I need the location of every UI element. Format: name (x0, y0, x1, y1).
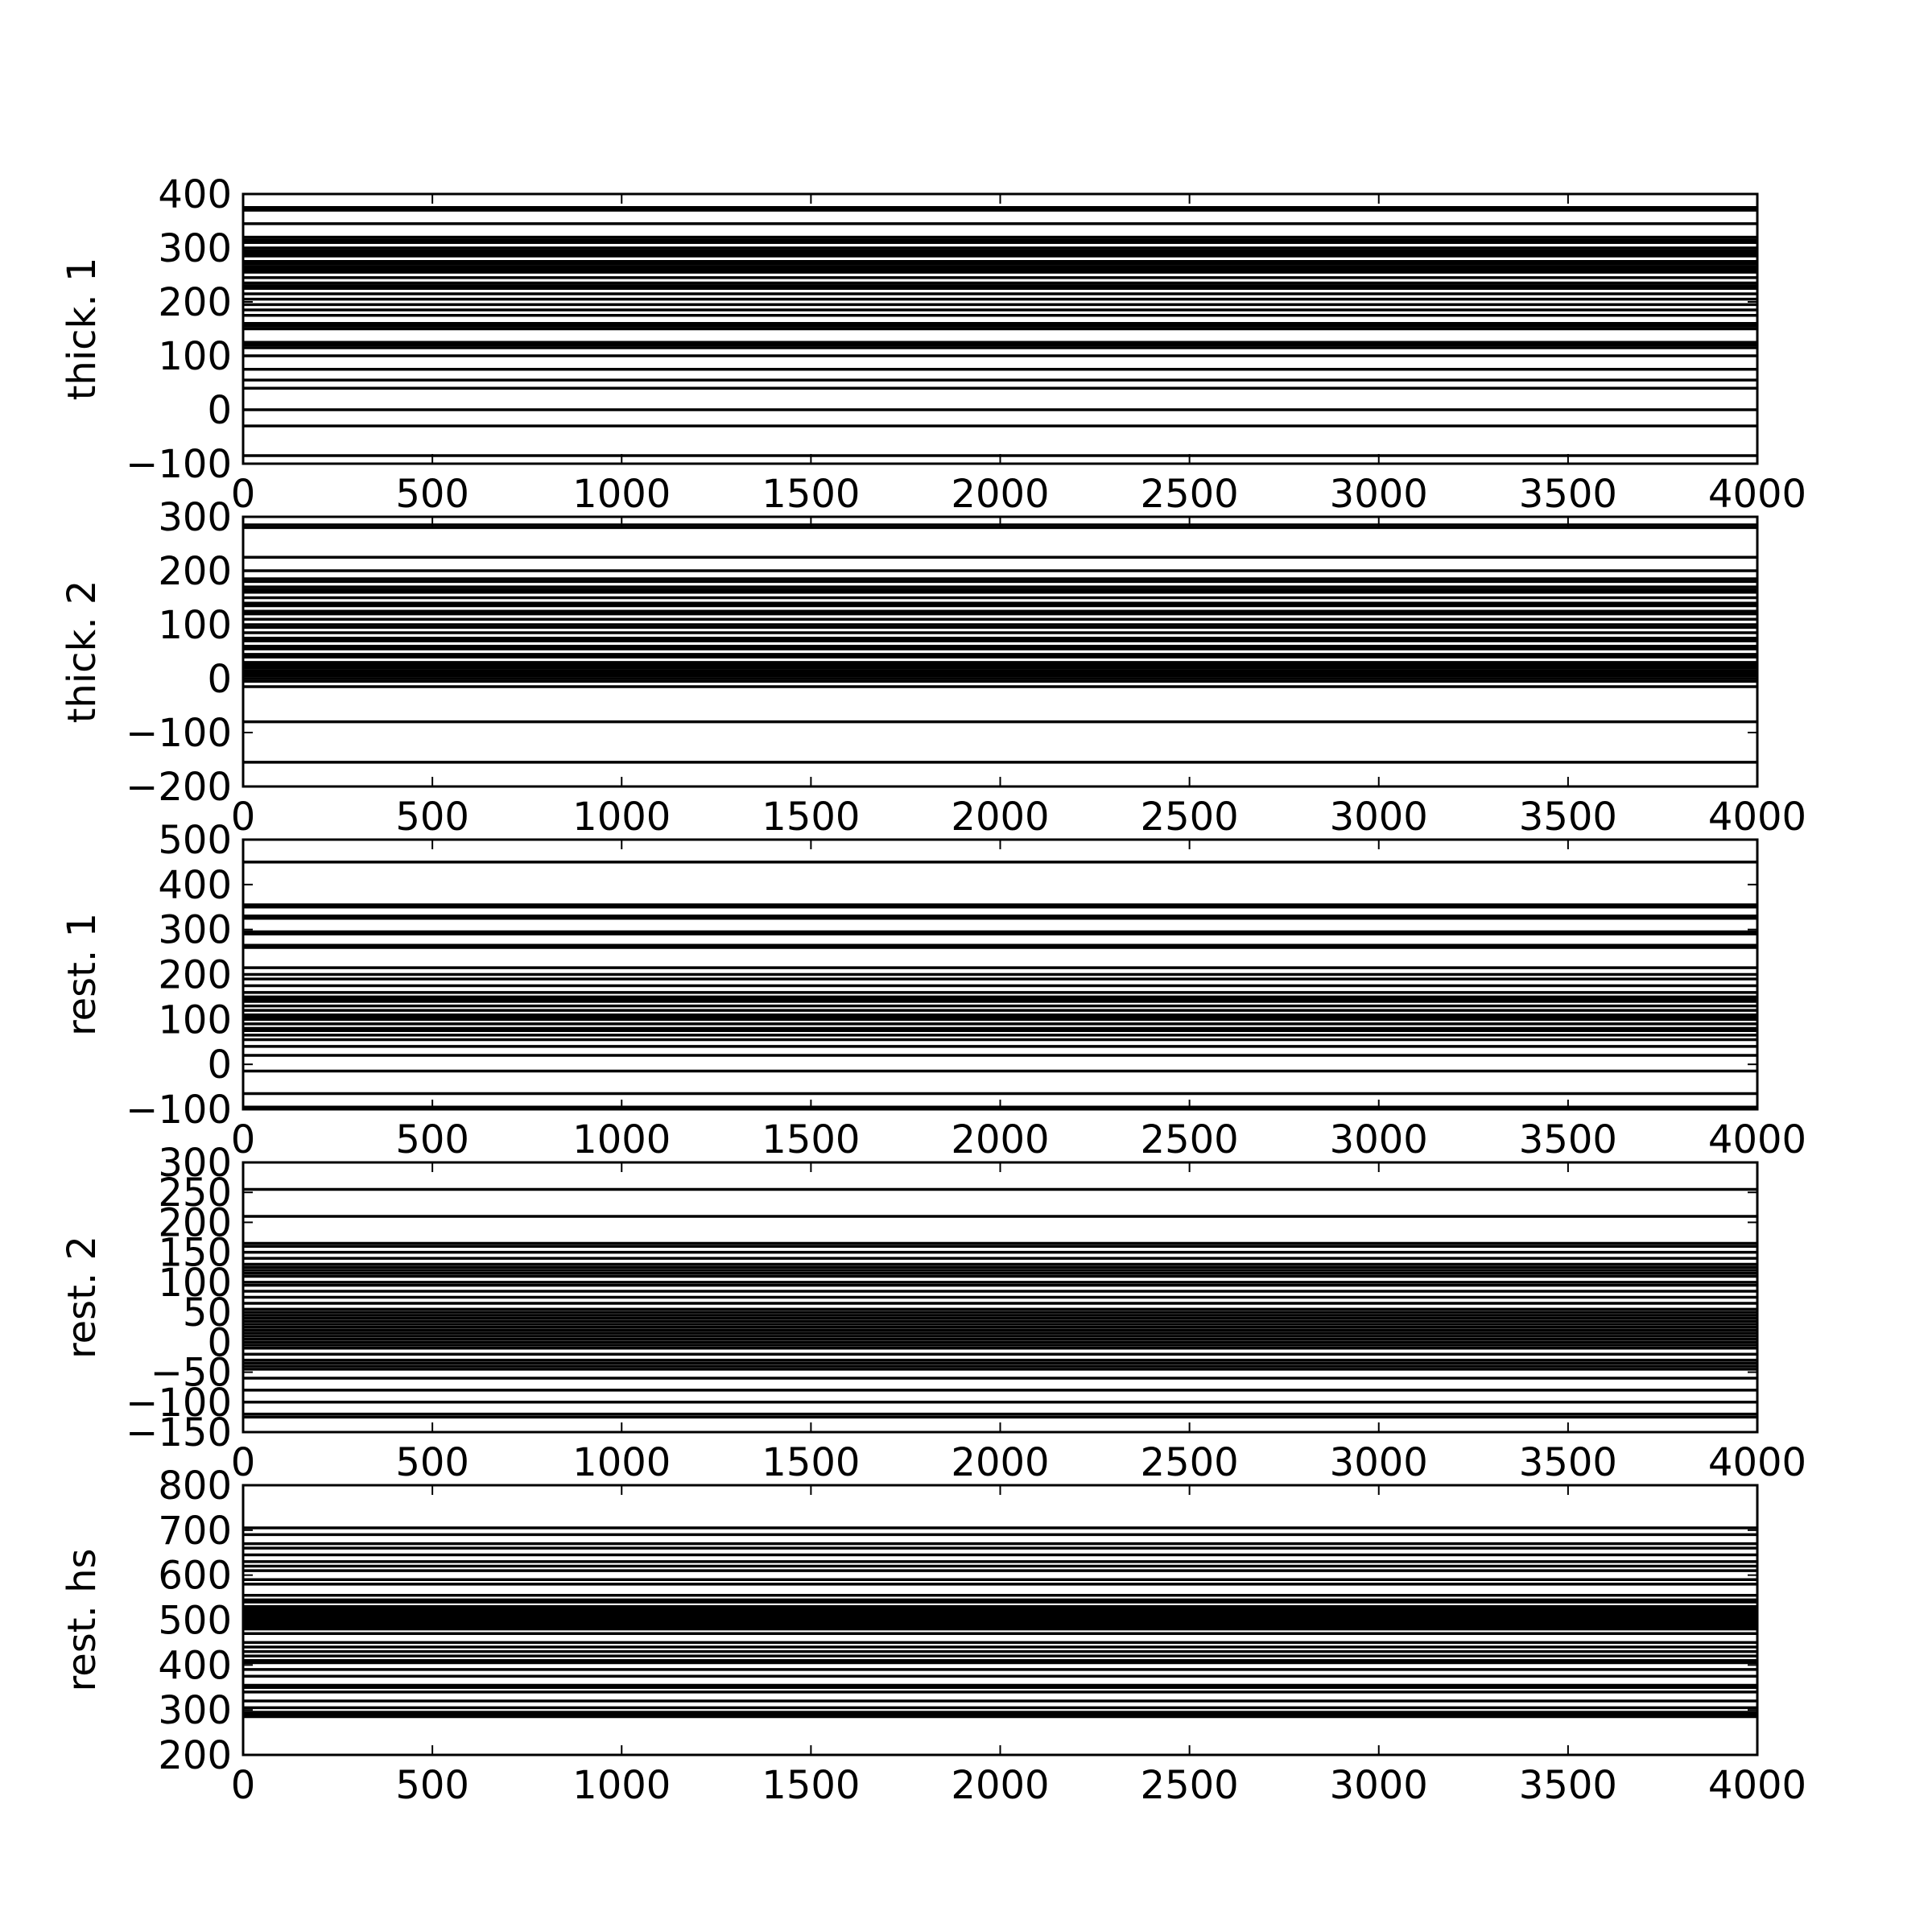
y-tick-label: 800 (158, 1463, 232, 1509)
y-tick-label: 400 (158, 172, 232, 217)
x-tick-label: 500 (395, 795, 469, 840)
axes-frame (242, 1484, 1759, 1757)
x-tick-label: 4000 (1708, 1117, 1806, 1162)
x-tick-label: 4000 (1708, 1763, 1806, 1808)
x-tick-label: 2500 (1141, 1440, 1239, 1485)
x-tick-label: 500 (395, 1440, 469, 1485)
subplot-2: 0 500 1000 1500 2000 2500 3000 3500 4000−200−100… (60, 495, 1806, 840)
y-tick-label: 300 (158, 226, 232, 271)
x-tick-label: 0 (231, 472, 256, 517)
y-tick-label: 100 (158, 1261, 232, 1306)
x-tick-label: 1000 (572, 1117, 671, 1162)
y-tick-label: 500 (158, 1599, 232, 1644)
y-tick-label: −100 (126, 1381, 232, 1426)
y-tick-label: 200 (158, 280, 232, 325)
axes-frame (242, 838, 1759, 1111)
x-tick-label: 500 (395, 1763, 469, 1808)
y-tick-label: 250 (158, 1170, 232, 1216)
y-axis-label: rest. hs (60, 1549, 105, 1692)
y-tick-label: 0 (207, 388, 232, 433)
y-tick-label: 150 (158, 1231, 232, 1276)
y-tick-label: −200 (126, 765, 232, 810)
axes-frame (242, 515, 1759, 788)
y-tick-label: 300 (158, 1688, 232, 1733)
x-tick-label: 4000 (1708, 472, 1806, 517)
x-tick-label: 1000 (572, 1763, 671, 1808)
x-tick-label: 0 (231, 1117, 256, 1162)
x-tick-label: 2500 (1141, 472, 1239, 517)
y-tick-label: 500 (158, 818, 232, 863)
y-tick-label: 400 (158, 863, 232, 908)
x-tick-label: 2500 (1141, 795, 1239, 840)
x-tick-label: 3000 (1330, 795, 1428, 840)
x-tick-label: 3000 (1330, 1763, 1428, 1808)
x-tick-label: 2000 (951, 1117, 1049, 1162)
x-tick-label: 1500 (762, 472, 860, 517)
x-tick-label: 3000 (1330, 1117, 1428, 1162)
subplot-3: 0 500 1000 1500 2000 2500 3000 3500 4000−1000100… (60, 818, 1806, 1162)
x-tick-label: 4000 (1708, 795, 1806, 840)
y-tick-label: 0 (207, 1042, 232, 1088)
y-tick-label: −100 (126, 442, 232, 487)
x-tick-label: 1500 (762, 1763, 860, 1808)
y-tick-label: 100 (158, 334, 232, 379)
x-tick-label: 0 (231, 1763, 256, 1808)
y-tick-label: 300 (158, 1141, 232, 1186)
y-tick-label: 300 (158, 908, 232, 953)
x-tick-label: 1500 (762, 1440, 860, 1485)
y-tick-label: 700 (158, 1509, 232, 1554)
x-tick-label: 500 (395, 472, 469, 517)
y-tick-label: 100 (158, 997, 232, 1042)
x-tick-label: 4000 (1708, 1440, 1806, 1485)
y-axis-label: thick. 1 (60, 258, 105, 401)
x-tick-label: 2000 (951, 1763, 1049, 1808)
x-tick-label: 2000 (951, 1440, 1049, 1485)
y-axis-label: rest. 1 (60, 913, 105, 1036)
axes-frame (242, 192, 1759, 465)
y-tick-label: 0 (207, 1320, 232, 1365)
x-tick-label: 1500 (762, 795, 860, 840)
y-tick-label: 200 (158, 1200, 232, 1245)
y-axis-label: thick. 2 (60, 580, 105, 724)
x-tick-label: 3500 (1519, 1117, 1617, 1162)
y-tick-label: 600 (158, 1554, 232, 1599)
x-tick-label: 1000 (572, 472, 671, 517)
axes-frame (242, 1161, 1759, 1434)
x-tick-label: 3000 (1330, 1440, 1428, 1485)
x-tick-label: 0 (231, 795, 256, 840)
x-tick-label: 3500 (1519, 1763, 1617, 1808)
y-tick-label: −150 (126, 1410, 232, 1455)
x-tick-label: 1000 (572, 1440, 671, 1485)
x-tick-label: 3500 (1519, 1440, 1617, 1485)
y-axis-label: rest. 2 (60, 1236, 105, 1359)
y-tick-label: −50 (151, 1351, 232, 1396)
y-tick-label: 50 (183, 1290, 232, 1335)
x-tick-label: 3500 (1519, 472, 1617, 517)
x-tick-label: 2000 (951, 795, 1049, 840)
y-tick-label: −100 (126, 711, 232, 756)
x-tick-label: 1000 (572, 795, 671, 840)
subplot-1: 0 500 1000 1500 2000 2500 3000 3500 4000−1000100… (60, 172, 1806, 517)
x-tick-label: 3000 (1330, 472, 1428, 517)
y-tick-label: 0 (207, 657, 232, 702)
x-tick-label: 2500 (1141, 1117, 1239, 1162)
x-tick-label: 2000 (951, 472, 1049, 517)
y-tick-label: −100 (126, 1088, 232, 1133)
y-tick-label: 300 (158, 495, 232, 540)
subplot-5: 0 500 1000 1500 2000 2500 3000 3500 4000 20030040… (60, 1463, 1806, 1808)
y-tick-label: 400 (158, 1643, 232, 1688)
subplot-4: 0 500 1000 1500 2000 2500 3000 3500 4000−150−100… (60, 1141, 1806, 1485)
y-tick-label: 100 (158, 603, 232, 648)
x-tick-label: 2500 (1141, 1763, 1239, 1808)
x-tick-label: 0 (231, 1440, 256, 1485)
y-tick-label: 200 (158, 549, 232, 594)
y-tick-label: 200 (158, 1733, 232, 1778)
x-tick-label: 500 (395, 1117, 469, 1162)
x-tick-label: 3500 (1519, 795, 1617, 840)
y-tick-label: 200 (158, 953, 232, 998)
x-tick-label: 1500 (762, 1117, 860, 1162)
